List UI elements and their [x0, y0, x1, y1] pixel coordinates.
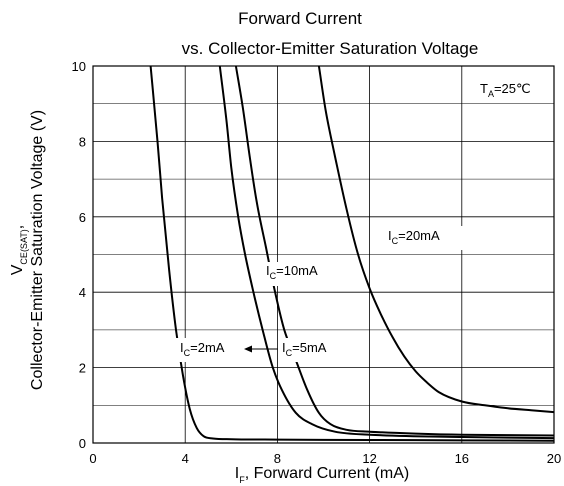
y-axis-label-symbol: V	[9, 264, 26, 275]
x-tick-label: 20	[547, 451, 561, 466]
ambient-text: =25℃	[494, 81, 531, 96]
x-axis-label-subscript: F	[239, 475, 245, 485]
x-tick-label: 16	[455, 451, 469, 466]
chart-title-line1: Forward Current	[238, 9, 362, 28]
label-ic-20ma-symbol: I	[388, 228, 392, 243]
x-axis-label-symbol: I	[235, 465, 239, 482]
label-ic-20ma: IC=20mA	[388, 228, 440, 246]
y-tick-label: 4	[79, 285, 86, 300]
label-ic-10ma-bg	[262, 262, 338, 286]
y-tick-label: 2	[79, 361, 86, 376]
label-ic-5ma-bg	[278, 338, 346, 362]
label-ic-2ma-text: =2mA	[190, 340, 225, 355]
ambient-subscript: A	[488, 89, 494, 99]
y-tick-labels: 0 2 4 6 8 10	[72, 59, 86, 451]
x-tick-label: 4	[182, 451, 189, 466]
y-tick-label: 10	[72, 59, 86, 74]
y-tick-label: 0	[79, 436, 86, 451]
label-ic-5ma-arrowhead	[244, 345, 252, 353]
label-ic-10ma-subscript: C	[270, 271, 277, 281]
ambient-symbol: T	[480, 81, 488, 96]
y-tick-label: 6	[79, 210, 86, 225]
y-axis-label-comma: ,	[9, 225, 26, 229]
x-tick-labels: 0 4 8 12 16 20	[89, 451, 561, 466]
label-ic-5ma: IC=5mA	[282, 340, 327, 358]
series-line-ic-20ma	[317, 65, 555, 414]
plot-frame	[92, 65, 555, 444]
y-axis-label-line2: Collector-Emitter Saturation Voltage (V)	[29, 110, 46, 390]
series-lines	[149, 65, 555, 442]
label-ic-20ma-bg	[384, 226, 464, 250]
label-ic-10ma-symbol: I	[266, 263, 270, 278]
ambient-label-bg	[474, 76, 552, 100]
label-ic-2ma-bg	[176, 338, 242, 362]
x-axis-label: IF, Forward Current (mA)	[235, 465, 409, 485]
y-tick-label: 8	[79, 134, 86, 149]
label-ic-2ma-symbol: I	[180, 340, 184, 355]
series-line-ic-10ma	[234, 65, 555, 437]
series-line-ic-5ma	[218, 65, 555, 440]
label-ic-5ma-subscript: C	[286, 348, 293, 358]
label-ic-10ma-text: =10mA	[276, 263, 318, 278]
x-tick-label: 0	[89, 451, 96, 466]
ambient-label: TA=25℃	[480, 81, 531, 99]
x-axis-label-text: , Forward Current (mA)	[245, 465, 409, 482]
x-tick-label: 8	[274, 451, 281, 466]
chart-title-line2: vs. Collector-Emitter Saturation Voltage	[182, 39, 479, 58]
label-ic-20ma-text: =20mA	[398, 228, 440, 243]
label-ic-5ma-text: =5mA	[292, 340, 327, 355]
label-ic-5ma-symbol: I	[282, 340, 286, 355]
x-tick-label: 12	[362, 451, 376, 466]
y-axis-label-line1: VCE(SAT),	[9, 225, 29, 275]
label-ic-10ma: IC=10mA	[266, 263, 318, 281]
label-ic-2ma-subscript: C	[184, 348, 191, 358]
label-ic-20ma-subscript: C	[392, 236, 399, 246]
grid	[93, 66, 554, 443]
label-ic-2ma: IC=2mA	[180, 340, 225, 358]
series-line-ic-2ma	[149, 65, 555, 442]
y-axis-label-subscript: CE(SAT)	[19, 229, 29, 264]
